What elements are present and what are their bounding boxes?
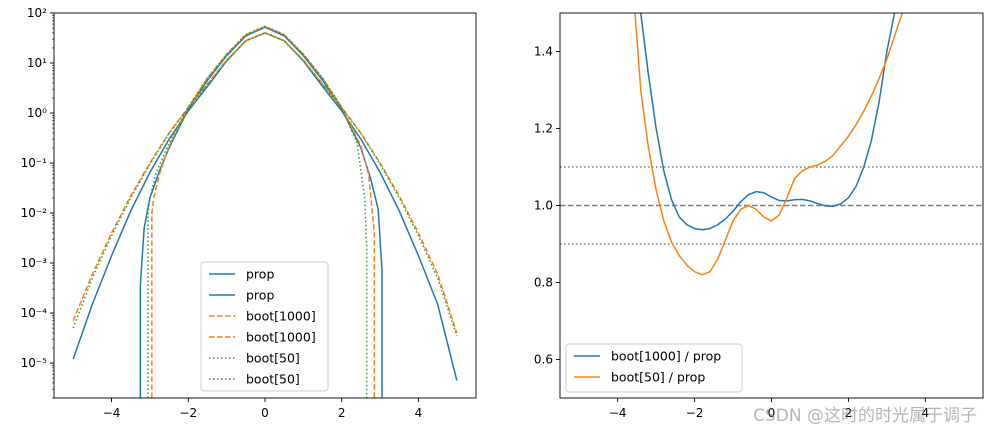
legend-label: boot[1000] bbox=[246, 330, 316, 345]
x-tick-label: 0 bbox=[261, 406, 269, 420]
y-tick-label: 0.6 bbox=[534, 353, 553, 367]
plot-area bbox=[634, 13, 904, 276]
left-log-density-plot: −4 −2 0 2 4 10⁻⁵ 10⁻⁴ 10⁻³ 10⁻² 10⁻¹ 10⁰ 10¹ 10² prop… bbox=[21, 6, 477, 420]
x-tick-label: 2 bbox=[338, 406, 346, 420]
y-tick-label: 1.4 bbox=[534, 45, 553, 59]
y-tick-label: 10² bbox=[27, 6, 47, 20]
series-line-boot-1000--2 bbox=[72, 32, 458, 334]
x-tick-label: −4 bbox=[103, 406, 121, 420]
y-tick-label: 0.8 bbox=[534, 276, 553, 290]
y-tick-label: 10⁻⁴ bbox=[21, 306, 48, 320]
x-tick-label: 2 bbox=[845, 406, 853, 420]
series-line-boot-1000-prop-0 bbox=[640, 13, 896, 231]
legend-label: boot[50] / prop bbox=[611, 370, 705, 385]
y-tick-label: 1.0 bbox=[534, 199, 553, 213]
series-line-boot-1000--3 bbox=[151, 25, 376, 398]
legend-label: prop bbox=[246, 288, 274, 303]
legend-box bbox=[565, 343, 743, 393]
x-tick-label: −4 bbox=[609, 406, 627, 420]
y-tick-label: 10⁻² bbox=[21, 206, 48, 220]
series-line-boot-50--5 bbox=[147, 25, 368, 398]
legend-label: boot[1000] / prop bbox=[611, 349, 721, 364]
legend-label: boot[50] bbox=[246, 372, 300, 387]
legend-label: prop bbox=[246, 267, 274, 282]
y-tick-label: 10⁰ bbox=[27, 106, 47, 120]
x-tick-label: −2 bbox=[179, 406, 197, 420]
x-tick-label: 0 bbox=[768, 406, 776, 420]
legend-label: boot[50] bbox=[246, 351, 300, 366]
y-tick-label: 10⁻¹ bbox=[21, 156, 48, 170]
x-tick-label: 4 bbox=[415, 406, 423, 420]
y-tick-label: 1.2 bbox=[534, 122, 553, 136]
y-tick-label: 10⁻⁵ bbox=[21, 356, 48, 370]
legend: boot[1000] / prop boot[50] / prop bbox=[565, 343, 743, 393]
legend: prop prop boot[1000] boot[1000] boot[50] boot… bbox=[200, 261, 329, 392]
x-tick-label: −2 bbox=[686, 406, 704, 420]
y-tick-label: 10¹ bbox=[27, 56, 47, 70]
plot-area bbox=[72, 25, 458, 398]
x-tick-label: 4 bbox=[921, 406, 929, 420]
legend-label: boot[1000] bbox=[246, 309, 316, 324]
series-line-boot-50-prop-1 bbox=[634, 13, 904, 276]
y-tick-label: 10⁻³ bbox=[21, 256, 48, 270]
watermark-text: CSDN @这时的时光属于调子 bbox=[753, 406, 977, 426]
